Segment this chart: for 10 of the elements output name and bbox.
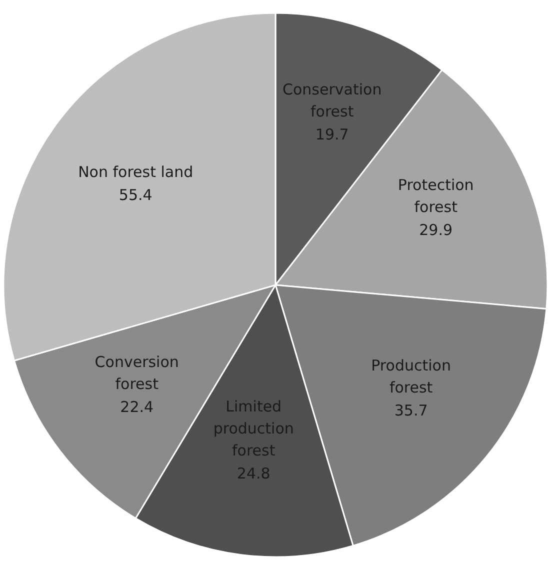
slice-label: Production forest (371, 356, 451, 397)
data-label: 22.4 (120, 398, 154, 416)
data-label: 55.4 (118, 186, 152, 204)
slice-label: Conservation forest (282, 80, 382, 120)
slice-label: Conversion forest (94, 352, 179, 393)
data-label: 29.9 (419, 220, 453, 239)
data-label: 35.7 (394, 402, 428, 420)
slice-label: Protection forest (398, 176, 474, 216)
slice-label: Non forest land (78, 162, 194, 181)
data-label: 19.7 (315, 125, 349, 144)
